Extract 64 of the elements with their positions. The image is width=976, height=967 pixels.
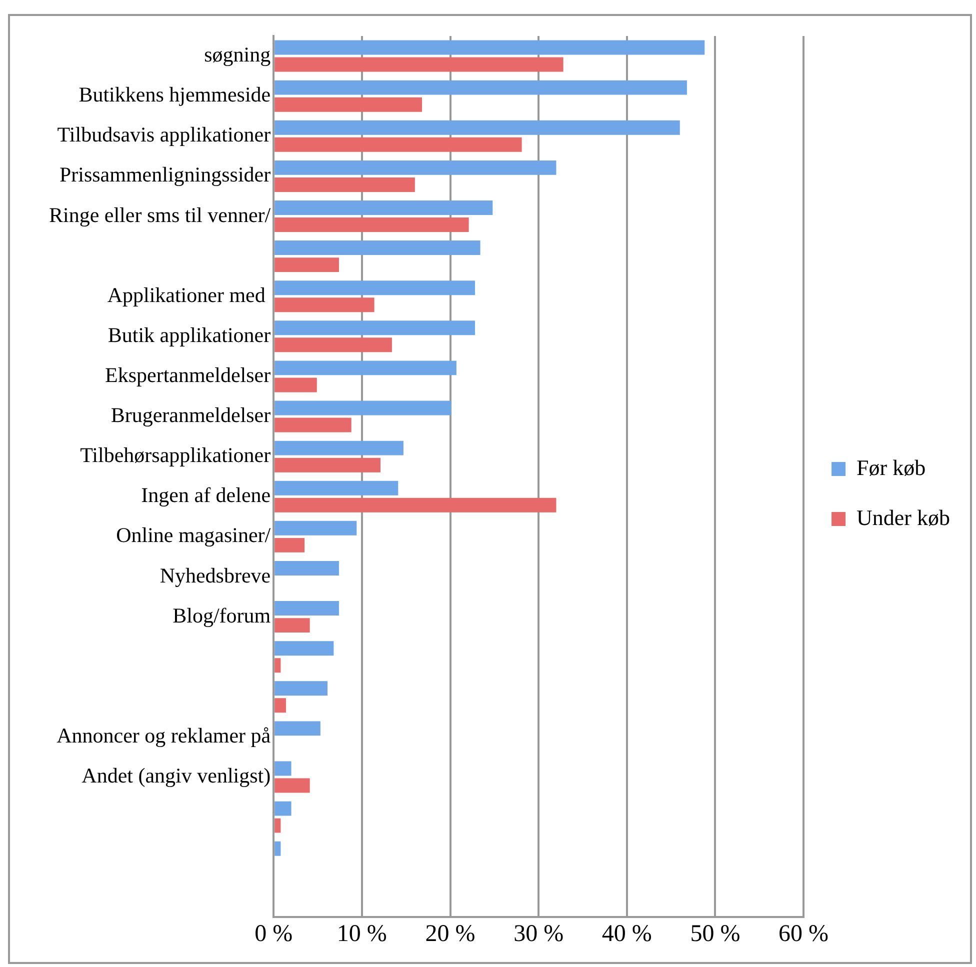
y-tick-label: Andet (angiv venligst) <box>82 764 271 788</box>
bar <box>274 137 522 152</box>
bar <box>274 280 475 296</box>
bar <box>274 480 398 496</box>
y-tick-label: Annoncer og reklamer på <box>56 723 272 748</box>
y-tick-label: Tilbehørsapplikationer <box>80 443 271 468</box>
y-tick-label: søgning <box>204 42 272 67</box>
bar <box>274 560 339 576</box>
x-tick-label: 50 % <box>690 920 740 947</box>
y-tick-label: Blog/forum <box>172 603 271 628</box>
bar <box>274 338 392 352</box>
bar <box>274 378 317 392</box>
y-tick-label: Ekspertanmeldelser <box>105 362 271 387</box>
bar <box>274 418 352 432</box>
bar <box>274 841 281 856</box>
bar <box>274 721 320 736</box>
bar <box>274 601 339 616</box>
bar <box>274 520 357 536</box>
legend-label: Under køb <box>856 504 950 530</box>
x-tick-label: 10 % <box>336 920 387 947</box>
bar <box>274 240 480 256</box>
bar <box>274 761 292 776</box>
y-tick-label: Ringe eller sms til venner/ <box>48 202 271 227</box>
bar <box>274 57 564 72</box>
bar <box>274 498 556 512</box>
y-tick-label: Butik applikationer <box>108 322 271 347</box>
y-tick-label: Brugeranmeldelser <box>110 403 271 428</box>
bar <box>274 818 281 833</box>
x-tick-label: 0 % <box>254 920 293 947</box>
x-tick-label: 20 % <box>425 920 476 947</box>
y-tick-label: Tilbudsavis applikationer <box>57 122 271 147</box>
bar <box>274 400 452 416</box>
y-tick-label: Butikkens hjemmeside <box>78 82 271 107</box>
bar <box>274 258 339 272</box>
bar <box>274 40 705 55</box>
y-tick-label: Nyhedsbreve <box>160 563 271 588</box>
bar <box>274 658 281 673</box>
bar <box>274 360 456 376</box>
bar <box>274 160 556 175</box>
bar <box>274 538 305 552</box>
bar <box>274 641 334 656</box>
bar <box>274 97 422 112</box>
bar <box>274 801 292 816</box>
legend-label: Før køb <box>856 454 926 480</box>
x-tick-label: 40 % <box>602 920 652 947</box>
bar <box>274 298 374 312</box>
bar <box>274 618 310 633</box>
bar <box>274 681 328 696</box>
x-tick-label: 60 % <box>778 920 829 947</box>
x-tick-label: 30 % <box>514 920 564 947</box>
bar <box>274 698 286 713</box>
bar <box>274 80 687 95</box>
bar <box>274 177 415 192</box>
bar <box>274 440 404 456</box>
y-tick-label: Prissammenligningssider <box>59 162 271 187</box>
y-tick-label: Applikationer med <box>107 282 271 307</box>
bar <box>274 218 469 232</box>
y-tick-label: Ingen af delene <box>141 483 271 508</box>
bar <box>274 458 380 472</box>
bar <box>274 120 680 135</box>
bar <box>274 320 475 336</box>
bar <box>274 778 310 793</box>
bar <box>274 200 493 215</box>
y-tick-label: Online magasiner/ <box>116 523 271 548</box>
